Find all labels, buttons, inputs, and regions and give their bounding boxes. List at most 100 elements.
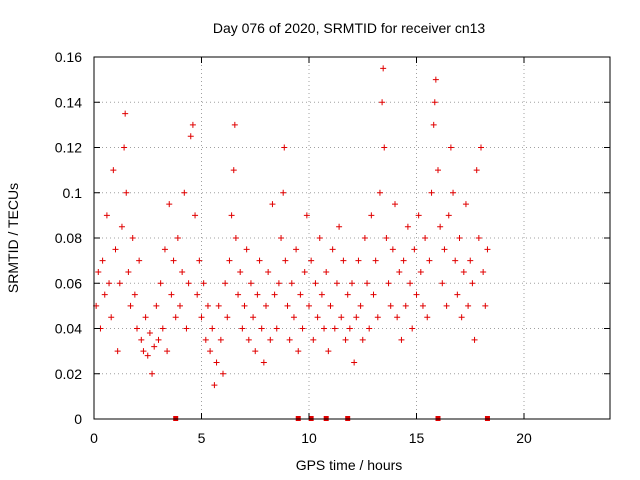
data-point (127, 302, 134, 309)
data-point (196, 257, 203, 264)
data-point (443, 302, 450, 309)
data-point (231, 121, 238, 128)
data-point (222, 280, 229, 287)
y-tick-label: 0.14 (55, 94, 82, 110)
data-point (312, 280, 319, 287)
data-point (181, 189, 188, 196)
x-axis-label: GPS time / hours (296, 457, 403, 473)
data-point (273, 325, 280, 332)
data-point (301, 268, 308, 275)
data-point (202, 336, 209, 343)
data-point (155, 336, 162, 343)
data-point (123, 189, 130, 196)
data-point (116, 280, 123, 287)
data-point (323, 268, 330, 275)
data-point (387, 302, 394, 309)
data-point (106, 280, 113, 287)
data-point (297, 291, 304, 298)
y-tick-label: 0.06 (55, 275, 82, 291)
data-point (108, 314, 115, 321)
data-point (183, 325, 190, 332)
data-point (314, 314, 321, 321)
data-point (336, 223, 343, 230)
data-point (217, 336, 224, 343)
chart-title: Day 076 of 2020, SRMTID for receiver cn1… (213, 20, 486, 36)
data-point (308, 257, 315, 264)
data-point (400, 257, 407, 264)
data-point (329, 246, 336, 253)
y-tick-label: 0 (74, 411, 82, 427)
data-point (437, 223, 444, 230)
data-point (265, 268, 272, 275)
data-point (344, 291, 351, 298)
data-point (140, 348, 147, 355)
data-point (353, 314, 360, 321)
data-point (209, 325, 216, 332)
data-point (368, 212, 375, 219)
data-point (172, 314, 179, 321)
data-point (473, 167, 480, 174)
data-point (454, 291, 461, 298)
data-point (380, 65, 387, 72)
data-point (282, 257, 289, 264)
data-point (404, 223, 411, 230)
data-point (478, 144, 484, 151)
data-point (407, 280, 414, 287)
data-point (95, 268, 102, 275)
data-point (392, 201, 398, 208)
data-point (122, 110, 129, 117)
data-point (157, 280, 164, 287)
data-point (258, 325, 265, 332)
data-point (295, 348, 302, 355)
y-tick-label: 0.12 (55, 140, 82, 156)
data-point (239, 325, 246, 332)
data-point (101, 291, 108, 298)
x-tick-label: 20 (516, 430, 532, 446)
data-point (263, 302, 269, 309)
data-point (168, 291, 175, 298)
data-point (125, 268, 132, 275)
data-point (164, 348, 171, 355)
data-point (409, 325, 416, 332)
data-point (284, 302, 291, 309)
data-point (389, 246, 396, 253)
data-point (398, 336, 405, 343)
data-point (250, 314, 257, 321)
data-point (413, 291, 420, 298)
data-point (275, 280, 282, 287)
data-point (211, 382, 218, 389)
data-point (131, 291, 138, 298)
data-point (381, 144, 388, 151)
data-point (293, 246, 300, 253)
data-point (198, 314, 205, 321)
data-point (207, 348, 214, 355)
data-point (192, 212, 199, 219)
data-point (359, 336, 366, 343)
data-point (256, 257, 263, 264)
data-point (355, 257, 362, 264)
data-point (370, 291, 377, 298)
data-point (187, 133, 194, 140)
data-point (447, 144, 454, 151)
data-point (430, 121, 437, 128)
data-point (450, 189, 457, 196)
data-point (306, 302, 312, 309)
data-point (431, 99, 438, 106)
data-point (121, 144, 128, 151)
data-point (475, 235, 482, 241)
data-point (379, 99, 386, 106)
data-point (383, 235, 390, 241)
data-point (351, 359, 358, 366)
data-point (364, 280, 371, 287)
data-point (134, 325, 140, 332)
data-point (349, 280, 355, 287)
data-point (200, 280, 207, 287)
data-point (146, 330, 153, 337)
data-point (484, 246, 491, 253)
x-tick-label: 10 (301, 430, 317, 446)
x-tick-label: 15 (409, 430, 425, 446)
data-point (224, 314, 231, 321)
data-point (415, 212, 422, 219)
data-point (281, 144, 288, 151)
